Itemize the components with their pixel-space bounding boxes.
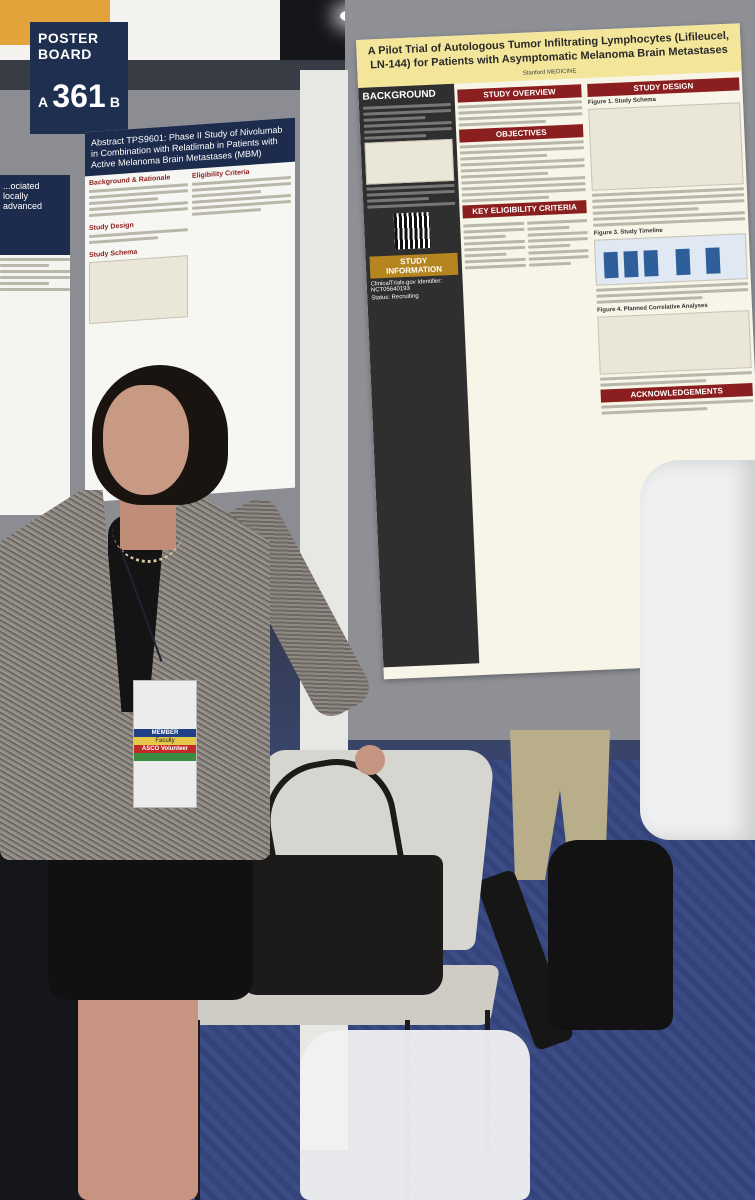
text-line (460, 153, 548, 161)
text-line (463, 227, 524, 233)
board-sign-label: POSTER BOARD (38, 30, 99, 62)
text-line (527, 243, 571, 249)
conference-badge: MEMBER Faculty ASCO Volunteer (133, 680, 197, 808)
poster-board-sign: POSTER BOARD A 361 B (30, 22, 128, 134)
background-figure (364, 138, 455, 185)
text-line (363, 126, 452, 134)
text-line (463, 239, 525, 245)
text-line (527, 230, 588, 237)
text-line (363, 120, 452, 128)
text-line (0, 270, 70, 273)
far-poster-title: ...ociated locally advanced (0, 175, 70, 255)
badge-member-ribbon: MEMBER (134, 729, 196, 737)
presenter-face (103, 385, 189, 495)
text-line (464, 245, 525, 251)
presenter-legs (78, 995, 198, 1200)
text-line (464, 257, 526, 263)
text-line (89, 236, 159, 245)
text-line (366, 196, 429, 203)
text-line (463, 221, 524, 227)
text-line (0, 258, 70, 261)
presenter-hand (355, 745, 385, 775)
text-line (528, 254, 589, 261)
qr-code (393, 211, 432, 249)
study-overview-heading: STUDY OVERVIEW (457, 83, 582, 103)
presenter-necklace (112, 520, 184, 563)
objectives-heading: OBJECTIVES (458, 123, 584, 143)
text-line (367, 201, 456, 209)
board-side-a: A (38, 94, 49, 110)
text-line (528, 261, 571, 267)
side-figure (89, 255, 188, 325)
study-schema-figure (588, 101, 744, 191)
text-line (601, 406, 708, 415)
text-line (526, 218, 588, 225)
white-plastic-bag (300, 1030, 530, 1200)
person-white-shirt (640, 460, 755, 840)
text-line (0, 288, 70, 291)
text-line (366, 189, 455, 197)
badge-green-ribbon (134, 753, 196, 761)
text-line (0, 264, 49, 267)
board-number: 361 (52, 78, 106, 114)
badge-volunteer-ribbon: ASCO Volunteer (134, 745, 196, 753)
text-line (527, 248, 589, 255)
clinicaltrials-id: ClinicalTrials.gov Identifier: NCT056401… (370, 277, 443, 294)
text-line (0, 282, 49, 285)
correlative-figure (597, 309, 752, 375)
text-line (364, 133, 426, 140)
text-line (460, 171, 548, 179)
board-side-b: B (109, 94, 120, 110)
text-line (0, 276, 70, 279)
text-line (526, 225, 570, 231)
text-line (192, 208, 262, 217)
text-line (362, 102, 451, 110)
badge-faculty-ribbon: Faculty (134, 737, 196, 745)
black-handbag (238, 855, 443, 995)
text-line (596, 295, 704, 304)
study-info-heading: STUDY INFORMATION (369, 252, 459, 279)
black-backpack (548, 840, 673, 1030)
text-line (464, 252, 507, 257)
text-line (363, 115, 426, 122)
text-line (363, 108, 452, 116)
far-left-poster: ...ociated locally advanced (0, 175, 70, 515)
text-line (366, 183, 455, 191)
eligibility-heading: KEY ELIGIBILITY CRITERIA (462, 199, 587, 219)
text-line (464, 263, 526, 269)
text-line (527, 236, 588, 243)
overview-column: STUDY OVERVIEW OBJECTIVES KEY ELIGIBILIT… (454, 78, 609, 663)
timeline-figure (593, 232, 748, 286)
text-line (463, 234, 507, 239)
background-heading: BACKGROUND (362, 88, 436, 103)
study-status: Status: Recruiting (371, 293, 419, 302)
